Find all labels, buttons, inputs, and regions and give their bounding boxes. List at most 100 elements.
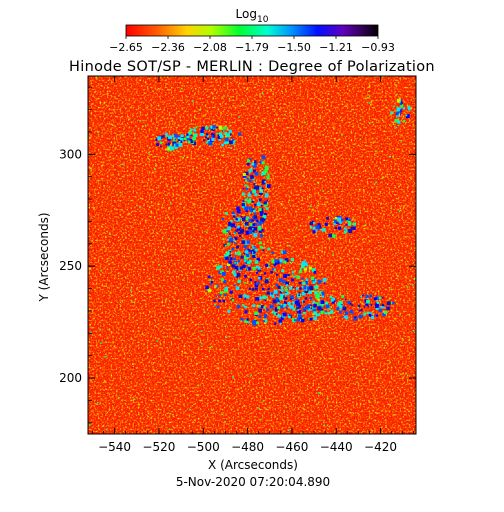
polarization-cell: [409, 279, 411, 282]
polarization-cell: [316, 182, 319, 184]
polarization-cell: [359, 340, 361, 342]
polarization-cell: [332, 254, 334, 256]
x-tick-label: −480: [231, 440, 264, 454]
polarization-cell: [266, 299, 269, 301]
polarization-cell: [305, 278, 309, 282]
polarization-cell: [299, 316, 302, 319]
polarization-cell: [203, 311, 206, 313]
polarization-cell: [301, 291, 306, 296]
polarization-cell: [396, 107, 401, 112]
polarization-cell: [265, 408, 267, 410]
polarization-cell: [282, 295, 285, 299]
polarization-cell: [344, 227, 347, 230]
polarization-cell: [297, 308, 299, 311]
polarization-cell: [251, 162, 255, 166]
polarization-cell: [327, 237, 330, 240]
polarization-cell: [282, 293, 285, 296]
polarization-cell: [155, 337, 157, 339]
polarization-cell: [237, 409, 239, 411]
polarization-cell: [341, 218, 344, 222]
polarization-cell: [263, 319, 268, 323]
polarization-cell: [314, 399, 317, 401]
polarization-cell: [211, 137, 215, 142]
polarization-cell: [247, 225, 249, 228]
polarization-cell: [219, 134, 224, 139]
polarization-cell: [406, 286, 409, 288]
polarization-cell: [360, 295, 362, 298]
polarization-cell: [263, 306, 266, 309]
polarization-cell: [167, 216, 170, 219]
polarization-cell: [328, 326, 331, 328]
polarization-cell: [229, 251, 231, 253]
polarization-cell: [351, 354, 354, 356]
polarization-cell: [278, 278, 283, 283]
polarization-cell: [277, 351, 279, 353]
polarization-cell: [260, 217, 264, 222]
polarization-cell: [319, 117, 321, 119]
polarization-cell: [146, 106, 148, 109]
polarization-cell: [330, 152, 333, 154]
polarization-cell: [173, 137, 176, 140]
polarization-cell: [245, 250, 249, 254]
polarization-cell: [113, 137, 115, 140]
polarization-cell: [342, 306, 347, 311]
polarization-cell: [301, 285, 304, 288]
polarization-cell: [368, 400, 370, 402]
polarization-cell: [252, 304, 256, 308]
polarization-cell: [148, 152, 150, 154]
polarization-cell: [218, 299, 221, 303]
polarization-cell: [248, 230, 253, 235]
polarization-cell: [252, 228, 254, 230]
polarization-cell: [193, 128, 197, 132]
polarization-cell: [191, 100, 194, 102]
polarization-cell: [258, 242, 261, 244]
polarization-cell: [222, 299, 225, 303]
polarization-cell: [276, 293, 279, 296]
polarization-cell: [402, 107, 406, 110]
polarization-cell: [212, 128, 215, 131]
polarization-cell: [398, 210, 401, 213]
polarization-cell: [243, 188, 245, 190]
polarization-cell: [229, 171, 231, 173]
polarization-cell: [400, 209, 402, 212]
polarization-cell: [306, 285, 308, 287]
polarization-cell: [125, 426, 127, 428]
polarization-cell: [336, 307, 340, 311]
polarization-cell: [396, 98, 401, 103]
polarization-cell: [226, 268, 229, 271]
polarization-cell: [255, 265, 259, 269]
polarization-cell: [309, 323, 312, 325]
polarization-cell: [241, 221, 244, 223]
polarization-cell: [205, 136, 207, 139]
polarization-cell: [397, 124, 400, 127]
polarization-cell: [369, 85, 371, 87]
polarization-cell: [375, 411, 377, 414]
polarization-cell: [357, 258, 360, 260]
polarization-cell: [382, 119, 384, 121]
polarization-cell: [259, 305, 262, 308]
polarization-cell: [243, 253, 246, 255]
polarization-cell: [119, 191, 122, 194]
polarization-cell: [230, 147, 232, 149]
polarization-cell: [248, 267, 252, 271]
polarization-cell: [201, 126, 205, 131]
polarization-cell: [285, 406, 287, 409]
polarization-cell: [262, 400, 265, 402]
polarization-cell: [233, 140, 236, 143]
polarization-cell: [315, 230, 318, 232]
polarization-cell: [181, 88, 183, 90]
polarization-cell: [321, 273, 323, 275]
polarization-cell: [252, 266, 256, 271]
polarization-cell: [97, 413, 99, 415]
polarization-cell: [270, 239, 272, 241]
polarization-cell: [322, 277, 327, 282]
polarization-cell: [239, 230, 244, 234]
polarization-cell: [246, 185, 249, 188]
polarization-cell: [317, 306, 322, 311]
polarization-cell: [280, 289, 284, 292]
polarization-cell: [258, 199, 260, 202]
polarization-cell: [235, 286, 240, 290]
polarization-cell: [402, 372, 404, 375]
polarization-cell: [287, 273, 290, 277]
polarization-cell: [256, 219, 259, 223]
